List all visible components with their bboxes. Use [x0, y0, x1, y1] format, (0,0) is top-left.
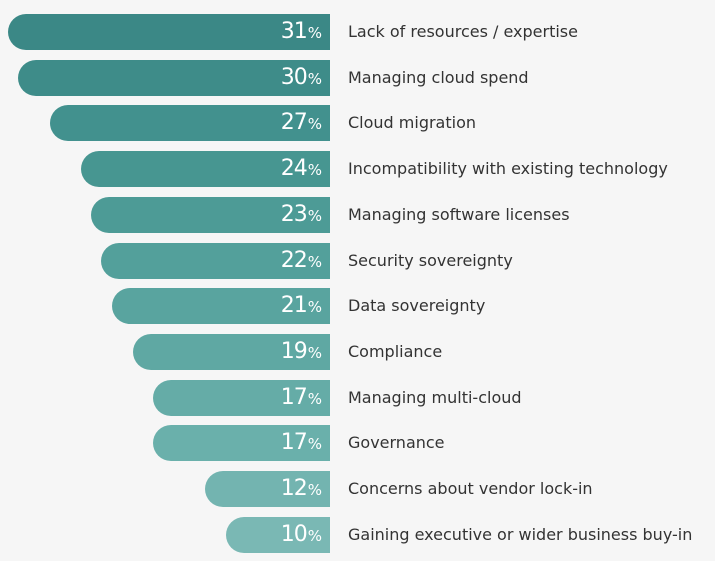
bar-value-number: 22: [280, 247, 308, 273]
bar-value-label: 17%: [280, 380, 322, 416]
bar-value-number: 27: [280, 110, 308, 136]
bar-value-unit: %: [307, 298, 322, 317]
bar-value-number: 17: [280, 384, 308, 410]
bar-value-number: 19: [280, 338, 308, 364]
bar-value-unit: %: [307, 161, 322, 180]
category-label: Incompatibility with existing technology: [348, 159, 668, 179]
bar-value-number: 30: [280, 64, 308, 90]
bar-value-label: 17%: [280, 425, 322, 461]
bar-value-label: 30%: [280, 60, 322, 96]
bar: 12%: [205, 471, 330, 507]
bar-value-number: 23: [280, 201, 308, 227]
bar-value-number: 10: [280, 521, 308, 547]
bar-value-unit: %: [307, 252, 322, 271]
category-label: Security sovereignty: [348, 250, 513, 270]
bar-value-label: 27%: [280, 105, 322, 141]
bar-value-unit: %: [307, 343, 322, 362]
category-label: Managing software licenses: [348, 204, 570, 224]
bar-value-unit: %: [307, 24, 322, 42]
category-label: Managing cloud spend: [348, 67, 529, 87]
bar: 17%: [153, 379, 330, 416]
bar-value-number: 24: [280, 156, 308, 182]
bar: 17%: [153, 425, 330, 462]
bar-value-label: 22%: [280, 243, 322, 279]
bar: 27%: [49, 105, 330, 142]
bar-value-unit: %: [307, 435, 322, 454]
bar-value-label: 23%: [280, 197, 322, 233]
category-label: Lack of resources / expertise: [348, 22, 578, 41]
bar-value-unit: %: [307, 389, 322, 408]
bar-value-label: 24%: [280, 151, 322, 187]
bar-value-label: 31%: [280, 14, 322, 50]
bar-value-number: 12: [280, 476, 308, 501]
bar-value-number: 21: [280, 293, 308, 319]
category-label: Cloud migration: [348, 113, 477, 133]
bar: 21%: [111, 288, 330, 325]
bar-value-unit: %: [307, 481, 322, 499]
category-label: Compliance: [348, 341, 443, 361]
bar: 23%: [91, 196, 330, 233]
bar: 10%: [226, 516, 330, 553]
bar-value-unit: %: [307, 206, 322, 225]
bar: 19%: [132, 333, 330, 370]
bar-value-number: 17: [280, 430, 308, 456]
category-label: Governance: [348, 433, 445, 453]
bar-value-label: 19%: [280, 334, 322, 370]
bar: 30%: [18, 59, 330, 96]
bar: 24%: [80, 151, 330, 188]
bar-value-label: 10%: [280, 517, 322, 553]
bar-value-unit: %: [307, 526, 322, 545]
bar-value-unit: %: [307, 69, 322, 88]
bar: 22%: [101, 242, 330, 279]
bar-value-label: 21%: [280, 288, 322, 324]
category-label: Concerns about vendor lock-in: [348, 479, 593, 498]
bar: 31%: [8, 14, 330, 50]
category-label: Data sovereignty: [348, 296, 486, 316]
bar-value-unit: %: [307, 115, 322, 134]
category-label: Gaining executive or wider business buy-…: [348, 524, 693, 544]
category-label: Managing multi-cloud: [348, 387, 522, 407]
bar-value-label: 12%: [280, 471, 322, 507]
bar-value-number: 31: [280, 19, 308, 44]
